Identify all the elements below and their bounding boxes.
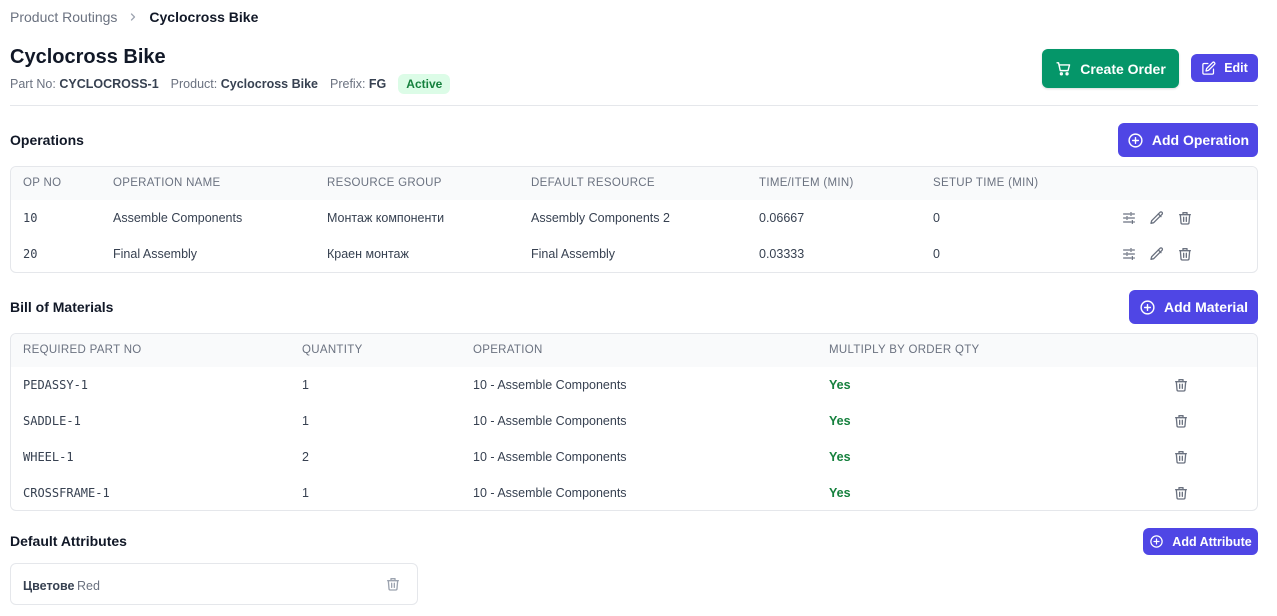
edit-square-icon xyxy=(1201,61,1216,76)
col-resource-group: RESOURCE GROUP xyxy=(327,177,442,189)
add-operation-button[interactable]: Add Operation xyxy=(1118,123,1258,157)
trash-icon[interactable] xyxy=(1172,376,1190,394)
part-no-value: CYCLOCROSS-1 xyxy=(59,77,159,91)
time-item: 0.06667 xyxy=(759,211,805,225)
op-no: 20 xyxy=(23,247,38,261)
operation-name: Assemble Components xyxy=(113,211,243,225)
quantity: 1 xyxy=(302,378,309,392)
setup-time: 0 xyxy=(933,247,940,261)
product-label: Product: xyxy=(170,77,218,91)
pencil-icon[interactable] xyxy=(1148,209,1166,227)
time-item: 0.03333 xyxy=(759,247,805,261)
breadcrumb: Product Routings Cyclocross Bike xyxy=(10,9,258,25)
status-badge: Active xyxy=(398,74,451,94)
op-no: 10 xyxy=(23,211,38,225)
multiply-value: Yes xyxy=(829,414,851,428)
product-meta: Part No: CYCLOCROSS-1 Product: Cyclocros… xyxy=(10,74,451,94)
header-divider xyxy=(10,105,1258,106)
operations-title: Operations xyxy=(10,132,84,148)
part-no-label: Part No: xyxy=(10,77,56,91)
breadcrumb-product-routings[interactable]: Product Routings xyxy=(10,9,118,25)
required-part-no: CROSSFRAME-1 xyxy=(23,486,110,500)
meta-product: Product: Cyclocross Bike xyxy=(171,77,318,91)
plus-circle-icon xyxy=(1139,299,1156,316)
sliders-icon[interactable] xyxy=(1120,209,1138,227)
bom-title: Bill of Materials xyxy=(10,299,114,315)
required-part-no: PEDASSY-1 xyxy=(23,378,89,392)
meta-prefix: Prefix: FG xyxy=(330,77,386,91)
product-value: Cyclocross Bike xyxy=(220,77,318,91)
trash-icon[interactable] xyxy=(384,575,402,593)
table-row: 10 Assemble Components Монтаж компоненти… xyxy=(11,200,1257,236)
required-part-no: WHEEL-1 xyxy=(23,450,74,464)
table-row: 20 Final Assembly Краен монтаж Final Ass… xyxy=(11,236,1257,272)
quantity: 1 xyxy=(302,486,309,500)
multiply-value: Yes xyxy=(829,378,851,392)
add-attribute-button[interactable]: Add Attribute xyxy=(1143,528,1258,555)
pencil-icon[interactable] xyxy=(1148,245,1166,263)
resource-group: Краен монтаж xyxy=(327,247,409,261)
edit-button[interactable]: Edit xyxy=(1191,54,1258,82)
operations-table: OP NO OPERATION NAME RESOURCE GROUP DEFA… xyxy=(10,166,1258,273)
operations-table-header: OP NO OPERATION NAME RESOURCE GROUP DEFA… xyxy=(11,167,1257,200)
col-required-part-no: REQUIRED PART NO xyxy=(23,344,142,356)
quantity: 1 xyxy=(302,414,309,428)
cart-icon xyxy=(1055,60,1072,77)
operation: 10 - Assemble Components xyxy=(473,414,627,428)
add-operation-label: Add Operation xyxy=(1151,132,1250,148)
create-order-button[interactable]: Create Order xyxy=(1042,49,1179,88)
resource-group: Монтаж компоненти xyxy=(327,211,445,225)
prefix-value: FG xyxy=(368,77,387,91)
table-row: PEDASSY-1 1 10 - Assemble Components Yes xyxy=(11,367,1257,403)
trash-icon[interactable] xyxy=(1172,484,1190,502)
operation: 10 - Assemble Components xyxy=(473,450,627,464)
attributes-title: Default Attributes xyxy=(10,533,127,549)
col-time-item: TIME/ITEM (MIN) xyxy=(759,177,854,189)
create-order-label: Create Order xyxy=(1080,60,1166,77)
add-material-label: Add Material xyxy=(1163,299,1248,315)
bom-table-header: REQUIRED PART NO QUANTITY OPERATION MULT… xyxy=(11,334,1257,367)
attribute-value: Red xyxy=(77,579,100,593)
trash-icon[interactable] xyxy=(1172,448,1190,466)
operation-name: Final Assembly xyxy=(113,247,198,261)
trash-icon[interactable] xyxy=(1172,412,1190,430)
prefix-label: Prefix: xyxy=(330,77,366,91)
table-row: SADDLE-1 1 10 - Assemble Components Yes xyxy=(11,403,1257,439)
sliders-icon[interactable] xyxy=(1120,245,1138,263)
col-quantity: QUANTITY xyxy=(302,344,363,356)
attribute-item: Цветове Red xyxy=(10,563,418,605)
trash-icon[interactable] xyxy=(1176,245,1194,263)
multiply-value: Yes xyxy=(829,450,851,464)
col-op-no: OP NO xyxy=(23,177,62,189)
quantity: 2 xyxy=(302,450,309,464)
default-resource: Assembly Components 2 xyxy=(531,211,670,225)
setup-time: 0 xyxy=(933,211,940,225)
trash-icon[interactable] xyxy=(1176,209,1194,227)
meta-part-no: Part No: CYCLOCROSS-1 xyxy=(10,77,159,91)
default-resource: Final Assembly xyxy=(531,247,616,261)
col-default-resource: DEFAULT RESOURCE xyxy=(531,177,655,189)
edit-label: Edit xyxy=(1224,61,1248,75)
bom-table: REQUIRED PART NO QUANTITY OPERATION MULT… xyxy=(10,333,1258,511)
col-operation: OPERATION xyxy=(473,344,543,356)
add-attribute-label: Add Attribute xyxy=(1172,534,1252,549)
col-multiply: MULTIPLY BY ORDER QTY xyxy=(829,344,980,356)
table-row: WHEEL-1 2 10 - Assemble Components Yes xyxy=(11,439,1257,475)
plus-circle-icon xyxy=(1127,132,1144,149)
col-operation-name: OPERATION NAME xyxy=(113,177,221,189)
table-row: CROSSFRAME-1 1 10 - Assemble Components … xyxy=(11,475,1257,510)
required-part-no: SADDLE-1 xyxy=(23,414,81,428)
attribute-name: Цветове xyxy=(23,579,75,593)
breadcrumb-current: Cyclocross Bike xyxy=(149,9,259,25)
chevron-right-icon xyxy=(127,11,139,23)
plus-circle-icon xyxy=(1149,534,1164,549)
col-setup-time: SETUP TIME (MIN) xyxy=(933,177,1039,189)
operation: 10 - Assemble Components xyxy=(473,486,627,500)
operation: 10 - Assemble Components xyxy=(473,378,627,392)
page-title: Cyclocross Bike xyxy=(10,46,166,68)
add-material-button[interactable]: Add Material xyxy=(1129,290,1258,324)
multiply-value: Yes xyxy=(829,486,851,500)
